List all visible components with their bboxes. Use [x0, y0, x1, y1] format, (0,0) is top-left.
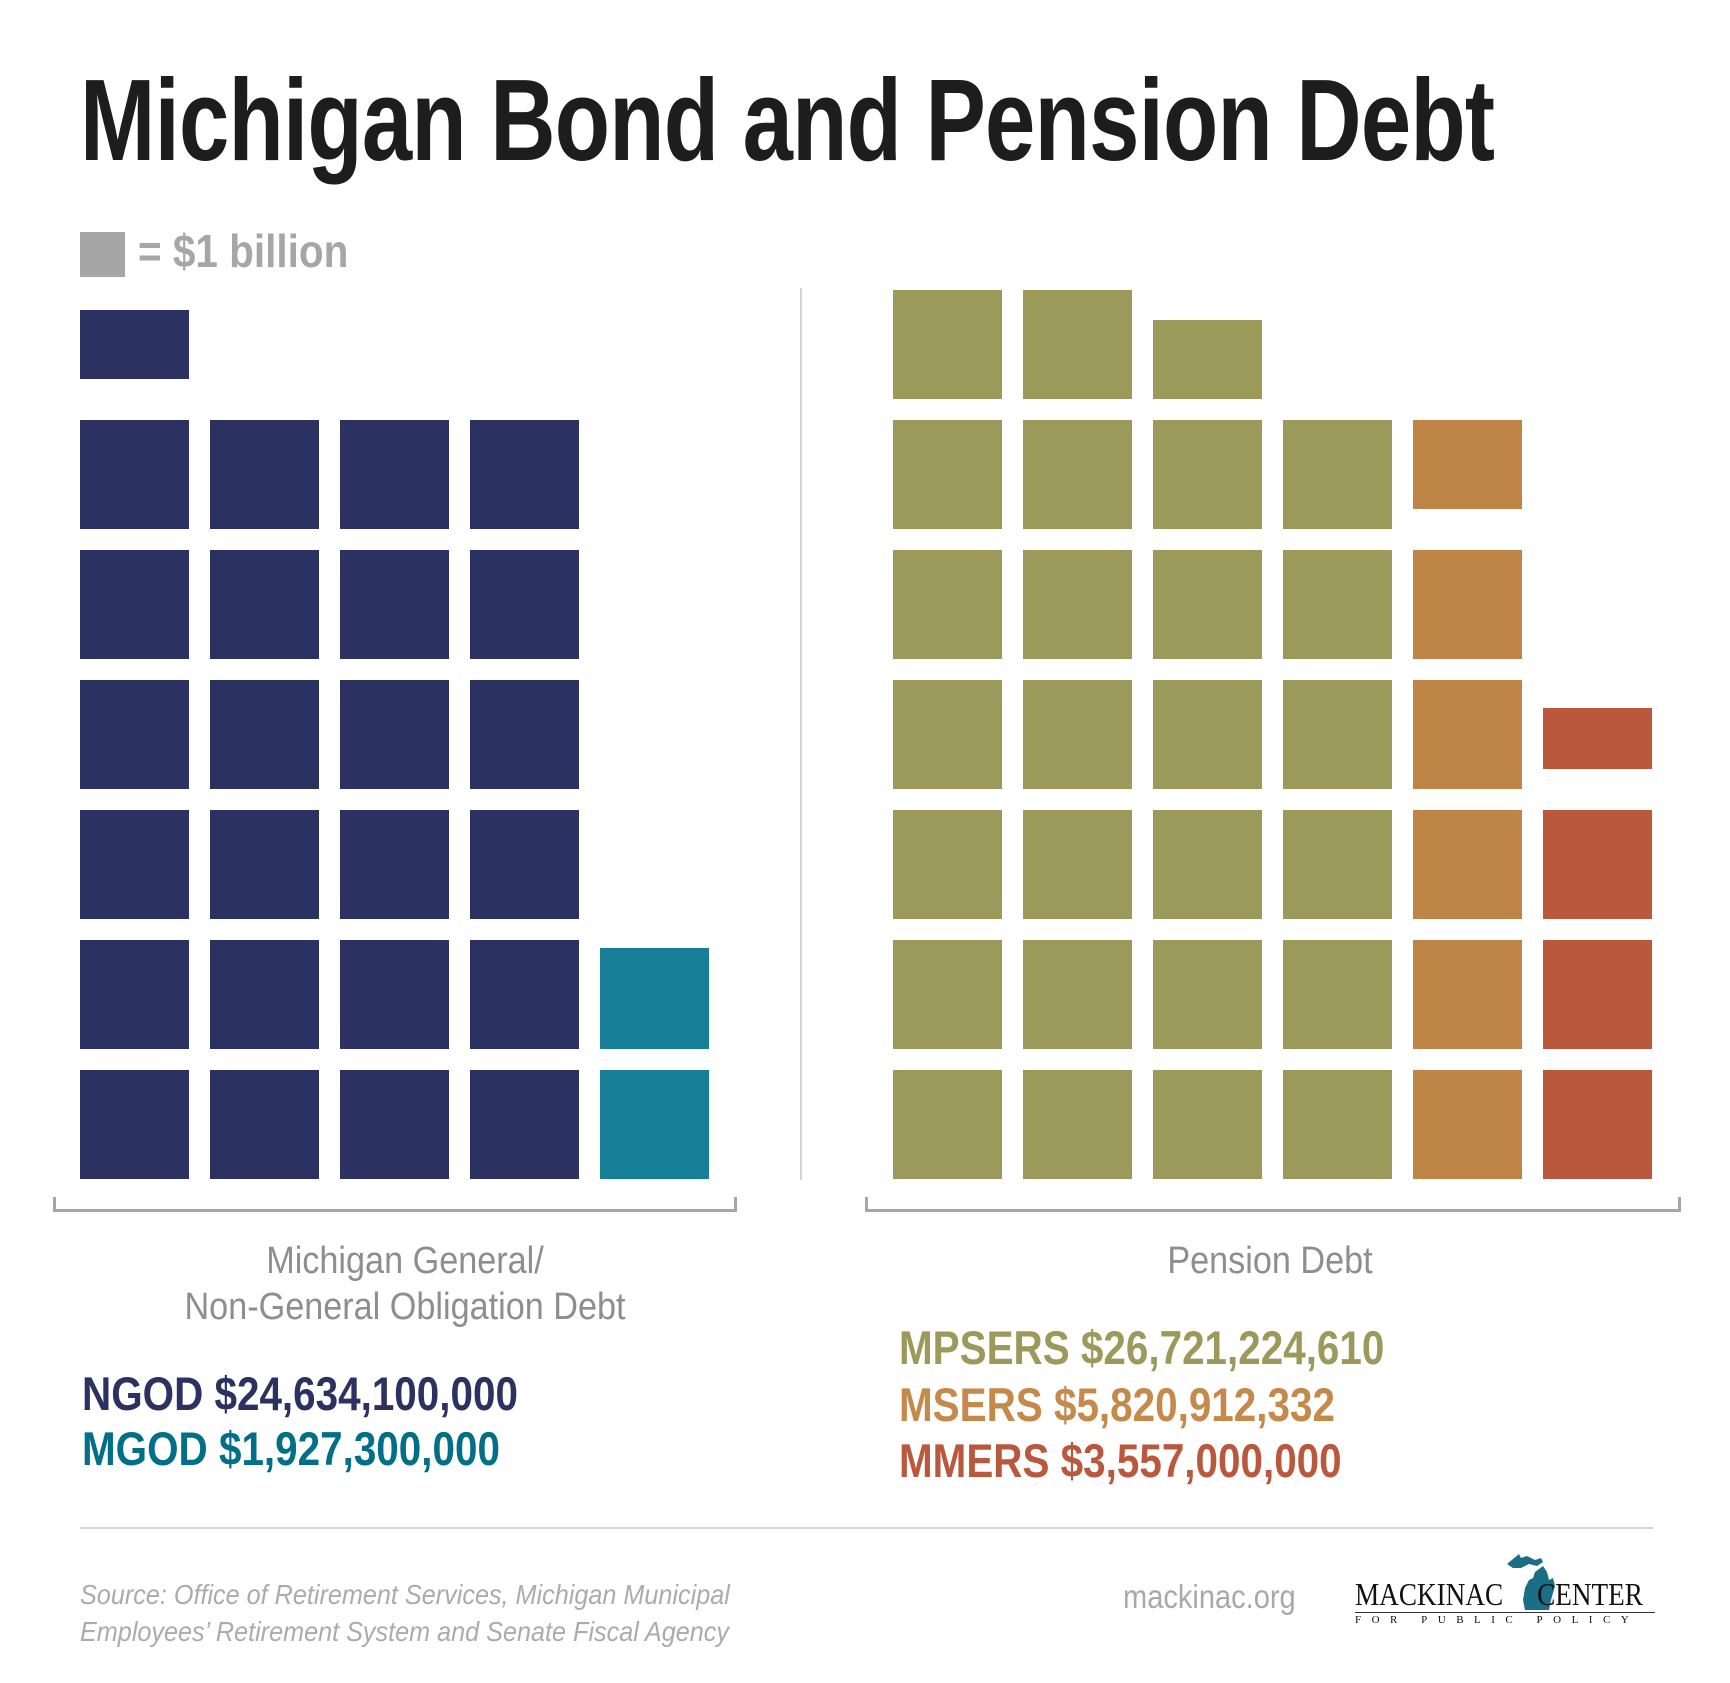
ngod-square: [340, 420, 449, 529]
ngod-square: [340, 1070, 449, 1179]
ngod-square: [340, 940, 449, 1049]
mgod-square: [600, 948, 709, 1049]
ngod-square: [470, 680, 579, 789]
logo-subtitle: FOR PUBLIC POLICY: [1355, 1614, 1640, 1626]
right-group-bracket: [865, 1197, 1681, 1212]
mpsers-square: [1283, 550, 1392, 659]
msers-square: [1413, 550, 1522, 659]
legend-unit-label: = $1 billion: [138, 225, 349, 277]
ngod-square: [340, 680, 449, 789]
ngod-square: [80, 550, 189, 659]
mpsers-square: [1023, 1070, 1132, 1179]
ngod-square: [470, 550, 579, 659]
ngod-square: [210, 810, 319, 919]
ngod-square: [210, 940, 319, 1049]
mpsers-square: [893, 550, 1002, 659]
msers-square: [1413, 810, 1522, 919]
ngod-square: [210, 550, 319, 659]
mpsers-square: [1153, 680, 1262, 789]
mpsers-square: [1153, 320, 1262, 399]
legend-swatch: [80, 232, 125, 277]
ngod-square: [80, 310, 189, 379]
msers-square: [1413, 1070, 1522, 1179]
mpsers-square: [1283, 940, 1392, 1049]
ngod-square: [470, 420, 579, 529]
ngod-amount: NGOD $24,634,100,000: [82, 1367, 518, 1420]
msers-amount: MSERS $5,820,912,332: [899, 1378, 1335, 1431]
mpsers-square: [893, 1070, 1002, 1179]
mpsers-square: [1283, 1070, 1392, 1179]
right-group-label: Pension Debt: [1167, 1240, 1373, 1282]
ngod-square: [80, 680, 189, 789]
msers-square: [1413, 680, 1522, 789]
ngod-square: [340, 810, 449, 919]
source-line-1: Source: Office of Retirement Services, M…: [80, 1579, 730, 1610]
mpsers-square: [1153, 1070, 1262, 1179]
group-divider: [800, 288, 802, 1180]
mpsers-square: [1023, 810, 1132, 919]
ngod-square: [340, 550, 449, 659]
ngod-square: [210, 1070, 319, 1179]
mpsers-square: [1283, 420, 1392, 529]
site-link[interactable]: mackinac.org: [1123, 1578, 1296, 1615]
mmers-amount: MMERS $3,557,000,000: [899, 1434, 1342, 1487]
mpsers-square: [1023, 940, 1132, 1049]
mpsers-square: [1153, 420, 1262, 529]
ngod-square: [470, 810, 579, 919]
logo-rule: [1355, 1612, 1655, 1613]
mmers-square: [1543, 810, 1652, 919]
mpsers-square: [893, 810, 1002, 919]
ngod-square: [80, 940, 189, 1049]
michigan-map-icon: [1507, 1554, 1555, 1610]
mpsers-square: [1283, 680, 1392, 789]
mpsers-square: [1023, 420, 1132, 529]
mpsers-square: [1153, 550, 1262, 659]
ngod-square: [210, 680, 319, 789]
mpsers-square: [1153, 810, 1262, 919]
footer-divider: [80, 1527, 1653, 1529]
mpsers-square: [893, 940, 1002, 1049]
mmers-square: [1543, 940, 1652, 1049]
logo-word-right: CENTER: [1537, 1576, 1643, 1612]
source-line-2: Employees’ Retirement System and Senate …: [80, 1616, 729, 1647]
source-note: Source: Office of Retirement Services, M…: [80, 1576, 730, 1650]
mgod-amount: MGOD $1,927,300,000: [82, 1422, 500, 1475]
mgod-square: [600, 1070, 709, 1179]
mpsers-square: [1023, 550, 1132, 659]
left-group-label-line2: Non-General Obligation Debt: [184, 1286, 626, 1328]
mmers-square: [1543, 708, 1652, 769]
left-group-label: Michigan General/ Non-General Obligation…: [113, 1238, 698, 1330]
mpsers-square: [1153, 940, 1262, 1049]
ngod-square: [80, 1070, 189, 1179]
left-group-bracket: [53, 1197, 737, 1212]
msers-square: [1413, 940, 1522, 1049]
mpsers-square: [893, 680, 1002, 789]
msers-square: [1413, 420, 1522, 509]
ngod-square: [210, 420, 319, 529]
mpsers-square: [1283, 810, 1392, 919]
logo-wordmark: MACKINAC CENTER: [1355, 1576, 1643, 1613]
mpsers-square: [893, 420, 1002, 529]
mackinac-center-logo: MACKINAC CENTER FOR PUBLIC POLICY: [1355, 1550, 1655, 1626]
chart-title: Michigan Bond and Pension Debt: [80, 55, 1495, 185]
ngod-square: [470, 940, 579, 1049]
mpsers-square: [1023, 680, 1132, 789]
mpsers-square: [1023, 290, 1132, 399]
mpsers-amount: MPSERS $26,721,224,610: [899, 1321, 1385, 1374]
logo-word-left: MACKINAC: [1355, 1576, 1504, 1612]
mpsers-square: [893, 290, 1002, 399]
ngod-square: [80, 420, 189, 529]
ngod-square: [80, 810, 189, 919]
ngod-square: [470, 1070, 579, 1179]
left-group-label-line1: Michigan General/: [266, 1240, 544, 1282]
mmers-square: [1543, 1070, 1652, 1179]
